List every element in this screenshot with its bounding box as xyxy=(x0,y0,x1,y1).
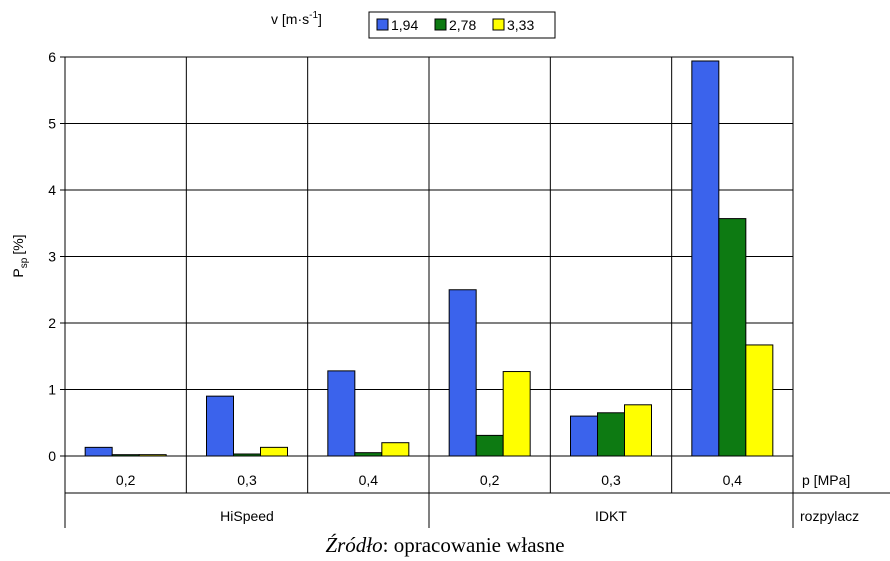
y-tick-label: 3 xyxy=(48,249,56,265)
legend-title: v [m·s-1] xyxy=(271,10,322,27)
legend-title-main: v [m·s xyxy=(271,11,309,27)
legend-title-end: ] xyxy=(318,11,322,27)
y-axis-label-sub: sp xyxy=(19,257,30,268)
source-text: : opracowanie własne xyxy=(382,533,565,557)
group-label-hispeed: HiSpeed xyxy=(220,508,274,524)
y-axis-label-main: P xyxy=(10,268,26,277)
legend: v [m·s-1] 1,94 2,78 3,33 xyxy=(271,10,556,39)
bar xyxy=(448,289,477,457)
bar xyxy=(475,434,504,457)
legend-label: 3,33 xyxy=(507,17,534,33)
bar xyxy=(624,404,652,457)
legend-swatch xyxy=(492,18,505,31)
bar xyxy=(691,60,720,457)
bar xyxy=(502,371,531,457)
legend-label: 2,78 xyxy=(449,17,476,33)
y-tick-label: 5 xyxy=(48,116,56,132)
chart: 0 1 2 3 4 5 6 Psp [%] v [m·s-1] 1,94 2,78 3,33 0,… xyxy=(10,10,890,528)
legend-box xyxy=(368,11,556,39)
bar xyxy=(111,454,140,457)
y-tick-label: 4 xyxy=(48,182,56,198)
x-tick-label: 0,3 xyxy=(601,472,621,488)
y-tick-label: 1 xyxy=(48,382,56,398)
bar xyxy=(354,452,383,457)
bar xyxy=(381,442,410,457)
bar xyxy=(745,344,774,457)
bar xyxy=(570,415,598,457)
y-axis-ticks: 0 1 2 3 4 5 6 xyxy=(48,49,65,464)
source-label: Źródło xyxy=(325,533,383,557)
category-axis-label: p [MPa] xyxy=(802,472,850,488)
y-tick-label: 6 xyxy=(48,49,56,65)
legend-label: 1,94 xyxy=(391,17,418,33)
group-label-idkt: IDKT xyxy=(595,508,627,524)
bar xyxy=(138,454,167,457)
legend-title-sup: -1 xyxy=(309,10,318,21)
bar xyxy=(260,446,288,457)
bar xyxy=(233,453,261,457)
bar xyxy=(718,218,747,457)
y-axis-label: Psp [%] xyxy=(10,234,30,277)
legend-items: 1,94 2,78 3,33 xyxy=(376,17,534,33)
x-tick-label: 0,2 xyxy=(116,472,136,488)
x-tick-label: 0,4 xyxy=(359,472,379,488)
y-tick-label: 0 xyxy=(48,448,56,464)
y-tick-label: 2 xyxy=(48,315,56,331)
x-tick-label: 0,2 xyxy=(480,472,500,488)
source-caption: Źródło: opracowanie własne xyxy=(0,532,890,558)
category-axis-table: 0,2 0,3 0,4 0,2 0,3 0,4 xyxy=(64,456,890,528)
y-axis-label-unit: [%] xyxy=(10,234,26,254)
legend-swatch xyxy=(434,18,447,31)
bar xyxy=(327,370,356,457)
gridlines xyxy=(65,57,793,456)
bar xyxy=(206,395,234,457)
bars xyxy=(84,60,774,457)
x-tick-label: 0,4 xyxy=(723,472,743,488)
bar xyxy=(597,412,625,457)
group-axis-label: rozpylacz xyxy=(800,508,859,524)
x-tick-label: 0,3 xyxy=(237,472,257,488)
bar xyxy=(84,446,113,457)
legend-swatch xyxy=(376,18,389,31)
